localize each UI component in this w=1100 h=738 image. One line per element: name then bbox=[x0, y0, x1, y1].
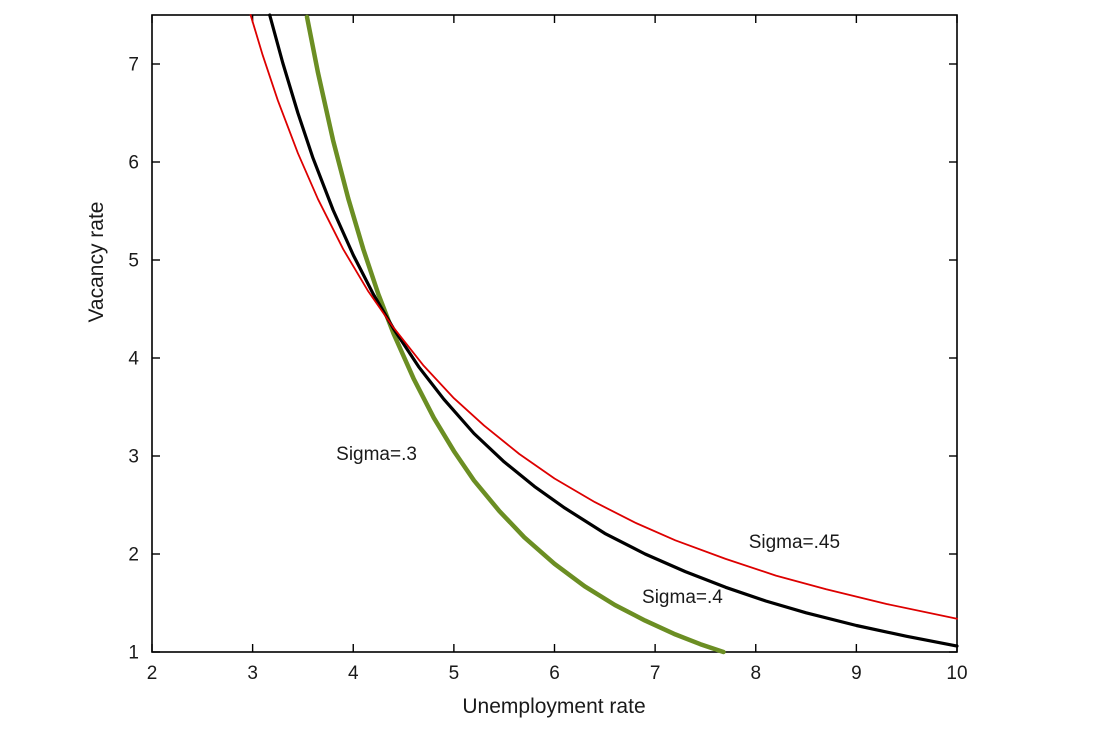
annotation-sigma-.4: Sigma=.4 bbox=[642, 587, 723, 608]
x-tick-label: 7 bbox=[650, 663, 661, 684]
curve-sigma-.4 bbox=[268, 13, 959, 648]
y-tick-label: 5 bbox=[128, 251, 139, 272]
y-tick-label: 6 bbox=[128, 153, 139, 174]
x-tick-label: 9 bbox=[851, 663, 862, 684]
y-tick-label: 4 bbox=[128, 349, 139, 370]
annotation-sigma-.3: Sigma=.3 bbox=[336, 444, 417, 465]
plot-box bbox=[151, 14, 958, 653]
y-axis-label: Vacancy rate bbox=[85, 201, 108, 322]
y-tick-label: 1 bbox=[128, 643, 139, 664]
curve-sigma-.45 bbox=[249, 14, 958, 620]
annotation-sigma-.45: Sigma=.45 bbox=[749, 532, 840, 553]
y-tick-label: 2 bbox=[128, 545, 139, 566]
x-axis-label: Unemployment rate bbox=[462, 695, 645, 718]
x-tick-label: 8 bbox=[750, 663, 761, 684]
y-tick-label: 3 bbox=[128, 447, 139, 468]
x-tick-label: 3 bbox=[247, 663, 258, 684]
x-tick-label: 5 bbox=[449, 663, 460, 684]
x-tick-label: 10 bbox=[946, 663, 967, 684]
x-tick-label: 2 bbox=[147, 663, 158, 684]
x-tick-label: 6 bbox=[549, 663, 560, 684]
x-tick-label: 4 bbox=[348, 663, 359, 684]
y-tick-label: 7 bbox=[128, 55, 139, 76]
curve-sigma-.3 bbox=[304, 14, 726, 655]
